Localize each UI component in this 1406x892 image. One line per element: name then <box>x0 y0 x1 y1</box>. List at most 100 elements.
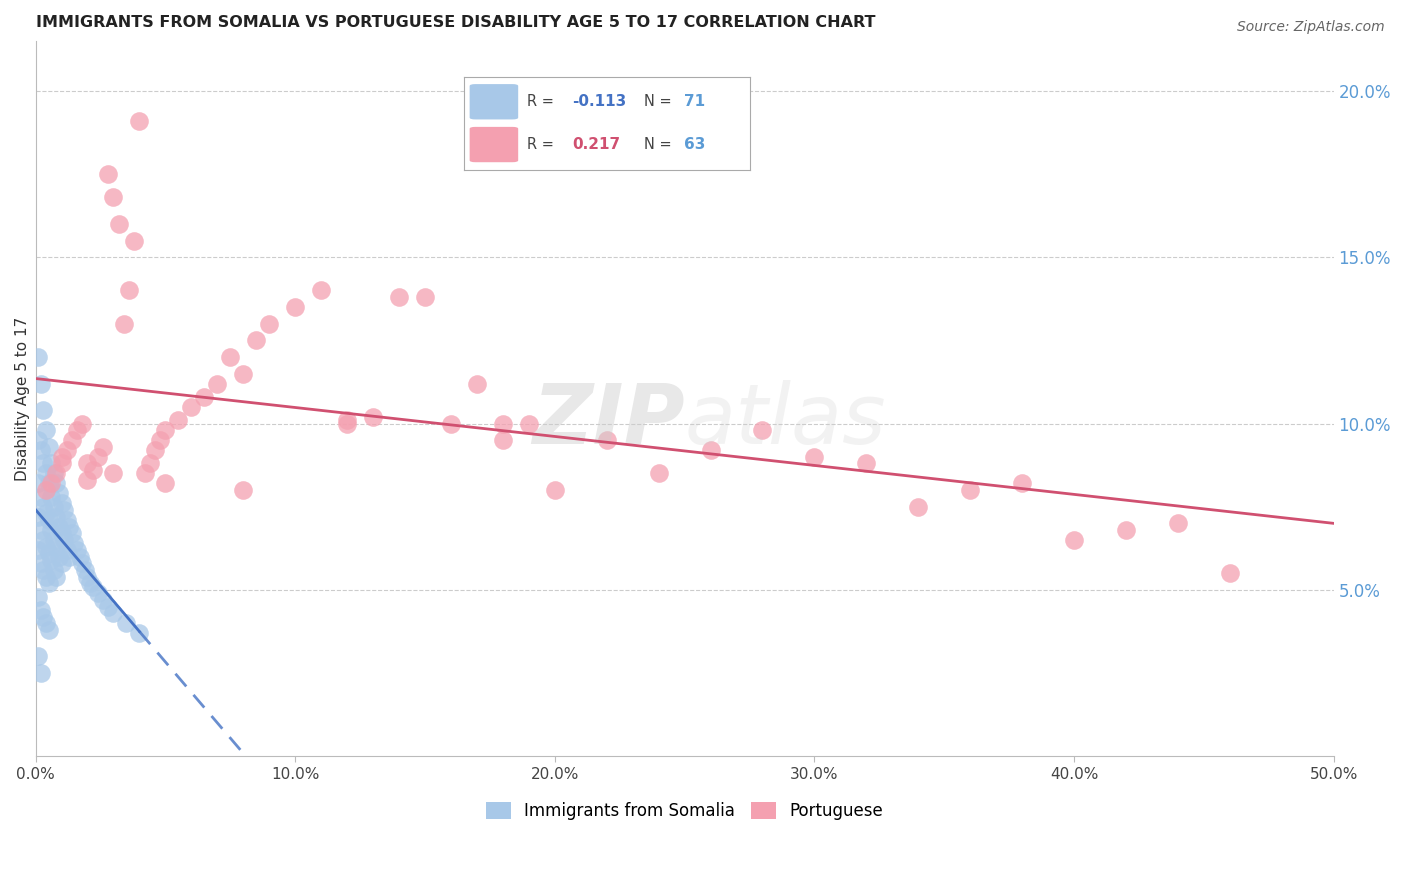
Point <box>118 284 141 298</box>
Point <box>45 540 67 554</box>
Point <box>103 190 125 204</box>
Point <box>27 350 49 364</box>
Point <box>42 467 65 481</box>
Point <box>103 606 125 620</box>
Point <box>51 450 73 464</box>
Point <box>35 423 58 437</box>
Point <box>35 507 58 521</box>
Point <box>39 553 62 567</box>
Point <box>73 563 96 577</box>
Point <box>45 509 67 524</box>
Point <box>544 483 567 497</box>
Point <box>45 467 67 481</box>
Point <box>32 403 55 417</box>
Point <box>60 433 83 447</box>
Point <box>27 649 49 664</box>
Point <box>91 593 114 607</box>
Point <box>38 440 60 454</box>
Point <box>51 556 73 570</box>
Point <box>115 616 138 631</box>
Y-axis label: Disability Age 5 to 17: Disability Age 5 to 17 <box>15 317 30 481</box>
Point <box>1219 566 1241 581</box>
Point <box>48 486 70 500</box>
Point <box>596 433 619 447</box>
Point <box>55 543 77 558</box>
Point <box>39 523 62 537</box>
Point <box>30 523 52 537</box>
Point <box>907 500 929 514</box>
Point <box>27 543 49 558</box>
Point <box>51 496 73 510</box>
Point <box>38 576 60 591</box>
Point <box>63 536 86 550</box>
Point <box>336 413 359 427</box>
Point <box>751 423 773 437</box>
Point <box>30 376 52 391</box>
Point <box>492 433 515 447</box>
Point <box>82 463 104 477</box>
Point <box>39 457 62 471</box>
Point <box>30 443 52 458</box>
Point <box>27 509 49 524</box>
Point <box>58 519 80 533</box>
Point <box>39 476 62 491</box>
Point <box>257 317 280 331</box>
Point <box>193 390 215 404</box>
Point <box>336 417 359 431</box>
Point <box>27 476 49 491</box>
Point <box>38 476 60 491</box>
Point <box>647 467 669 481</box>
Point <box>32 533 55 547</box>
Point <box>39 490 62 504</box>
Point <box>959 483 981 497</box>
Point <box>35 540 58 554</box>
Point <box>134 467 156 481</box>
Point <box>103 467 125 481</box>
Point <box>51 526 73 541</box>
Point <box>155 476 177 491</box>
Point <box>122 234 145 248</box>
Point <box>30 490 52 504</box>
Point <box>1063 533 1085 547</box>
Point <box>76 569 98 583</box>
Point <box>143 443 166 458</box>
Point <box>27 433 49 447</box>
Point <box>97 599 120 614</box>
Text: ZIP: ZIP <box>531 379 685 460</box>
Point <box>72 417 94 431</box>
Point <box>465 376 488 391</box>
Point <box>27 590 49 604</box>
Point <box>232 367 254 381</box>
Point <box>180 400 202 414</box>
Point <box>155 423 177 437</box>
Point <box>53 503 76 517</box>
Point <box>66 543 89 558</box>
Point <box>855 457 877 471</box>
Point <box>87 586 110 600</box>
Point <box>53 533 76 547</box>
Point <box>112 317 135 331</box>
Point <box>440 417 463 431</box>
Point <box>32 609 55 624</box>
Point <box>35 483 58 497</box>
Point <box>51 457 73 471</box>
Point <box>517 417 540 431</box>
Legend: Immigrants from Somalia, Portuguese: Immigrants from Somalia, Portuguese <box>479 795 890 827</box>
Point <box>388 290 411 304</box>
Point <box>699 443 721 458</box>
Point <box>76 473 98 487</box>
Point <box>97 167 120 181</box>
Point <box>45 476 67 491</box>
Point <box>35 569 58 583</box>
Point <box>35 616 58 631</box>
Point <box>76 457 98 471</box>
Point <box>48 549 70 564</box>
Point <box>803 450 825 464</box>
Point <box>45 569 67 583</box>
Point <box>32 563 55 577</box>
Point <box>72 556 94 570</box>
Point <box>87 450 110 464</box>
Point <box>492 417 515 431</box>
Point <box>38 513 60 527</box>
Point <box>38 623 60 637</box>
